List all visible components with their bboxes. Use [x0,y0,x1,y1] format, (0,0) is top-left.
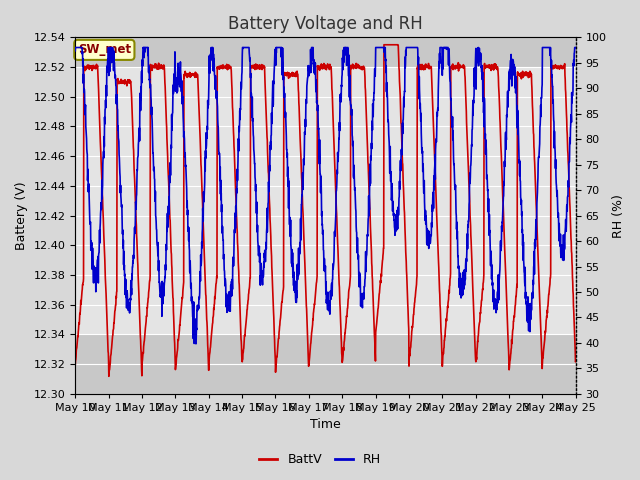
Bar [76,67,576,335]
Title: Battery Voltage and RH: Battery Voltage and RH [228,15,423,33]
Text: SW_met: SW_met [78,43,131,56]
Legend: BattV, RH: BattV, RH [253,448,387,471]
X-axis label: Time: Time [310,419,341,432]
Y-axis label: Battery (V): Battery (V) [15,181,28,250]
Y-axis label: RH (%): RH (%) [612,193,625,238]
